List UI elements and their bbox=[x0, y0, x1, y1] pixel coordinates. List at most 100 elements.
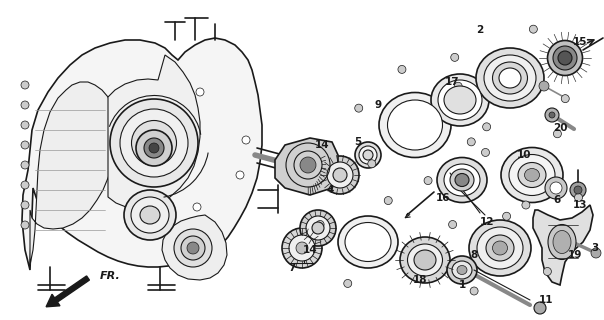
Text: 2: 2 bbox=[477, 25, 484, 35]
FancyArrow shape bbox=[46, 276, 89, 307]
Text: 10: 10 bbox=[517, 150, 532, 160]
Circle shape bbox=[549, 112, 555, 118]
Text: 11: 11 bbox=[539, 295, 553, 305]
Circle shape bbox=[316, 220, 324, 228]
Ellipse shape bbox=[492, 241, 507, 255]
Circle shape bbox=[289, 235, 315, 261]
Circle shape bbox=[570, 182, 586, 198]
Circle shape bbox=[384, 196, 392, 204]
Ellipse shape bbox=[345, 222, 391, 261]
Ellipse shape bbox=[338, 216, 398, 268]
Ellipse shape bbox=[400, 237, 450, 283]
Circle shape bbox=[236, 171, 244, 179]
Circle shape bbox=[545, 108, 559, 122]
Ellipse shape bbox=[321, 156, 359, 194]
Circle shape bbox=[21, 81, 29, 89]
Text: 14: 14 bbox=[303, 245, 317, 255]
Circle shape bbox=[503, 212, 510, 220]
Circle shape bbox=[242, 136, 250, 144]
Circle shape bbox=[21, 161, 29, 169]
Circle shape bbox=[483, 123, 490, 131]
Circle shape bbox=[344, 279, 352, 287]
Circle shape bbox=[544, 268, 551, 276]
Ellipse shape bbox=[306, 216, 330, 240]
Circle shape bbox=[574, 186, 582, 194]
Circle shape bbox=[553, 130, 561, 138]
Text: 7: 7 bbox=[288, 263, 296, 273]
Ellipse shape bbox=[457, 266, 467, 275]
Circle shape bbox=[412, 256, 420, 264]
Text: 20: 20 bbox=[553, 123, 567, 133]
Ellipse shape bbox=[524, 169, 539, 181]
Ellipse shape bbox=[300, 210, 336, 246]
Ellipse shape bbox=[455, 173, 469, 187]
Ellipse shape bbox=[484, 55, 536, 101]
Circle shape bbox=[21, 181, 29, 189]
Ellipse shape bbox=[120, 109, 188, 177]
Text: 5: 5 bbox=[355, 137, 362, 147]
Ellipse shape bbox=[444, 164, 480, 196]
Ellipse shape bbox=[450, 169, 474, 191]
Text: 18: 18 bbox=[413, 275, 427, 285]
Ellipse shape bbox=[469, 220, 531, 276]
Ellipse shape bbox=[477, 227, 523, 269]
Ellipse shape bbox=[553, 46, 577, 70]
Circle shape bbox=[296, 242, 308, 254]
Ellipse shape bbox=[476, 48, 544, 108]
Ellipse shape bbox=[181, 236, 205, 260]
Text: 8: 8 bbox=[471, 250, 478, 260]
Text: 1: 1 bbox=[458, 280, 466, 290]
Ellipse shape bbox=[486, 235, 514, 261]
Circle shape bbox=[591, 248, 601, 258]
Ellipse shape bbox=[408, 244, 443, 276]
Circle shape bbox=[481, 148, 489, 156]
Ellipse shape bbox=[333, 168, 347, 182]
Text: 17: 17 bbox=[445, 77, 459, 87]
Circle shape bbox=[21, 101, 29, 109]
Ellipse shape bbox=[492, 62, 527, 94]
Ellipse shape bbox=[518, 163, 546, 188]
Ellipse shape bbox=[431, 74, 489, 126]
Circle shape bbox=[282, 228, 322, 268]
Polygon shape bbox=[22, 38, 262, 270]
Ellipse shape bbox=[312, 222, 324, 234]
Circle shape bbox=[454, 82, 462, 90]
Circle shape bbox=[539, 81, 549, 91]
Ellipse shape bbox=[187, 242, 199, 254]
Polygon shape bbox=[533, 205, 593, 285]
Polygon shape bbox=[275, 138, 338, 195]
Polygon shape bbox=[162, 215, 227, 280]
Text: 6: 6 bbox=[553, 195, 561, 205]
Circle shape bbox=[561, 95, 569, 103]
Circle shape bbox=[149, 143, 159, 153]
Circle shape bbox=[21, 121, 29, 129]
Ellipse shape bbox=[438, 80, 482, 120]
Ellipse shape bbox=[327, 162, 353, 188]
Ellipse shape bbox=[499, 68, 521, 88]
Ellipse shape bbox=[294, 151, 322, 179]
Ellipse shape bbox=[414, 250, 436, 270]
Circle shape bbox=[470, 287, 478, 295]
Circle shape bbox=[355, 104, 363, 112]
Ellipse shape bbox=[131, 197, 169, 233]
Circle shape bbox=[545, 177, 567, 199]
Ellipse shape bbox=[452, 261, 472, 279]
Text: 3: 3 bbox=[591, 243, 599, 253]
Circle shape bbox=[550, 182, 562, 194]
Ellipse shape bbox=[558, 51, 572, 65]
Circle shape bbox=[136, 130, 172, 166]
Circle shape bbox=[144, 138, 164, 158]
Circle shape bbox=[300, 157, 316, 173]
Ellipse shape bbox=[509, 155, 555, 196]
Ellipse shape bbox=[388, 100, 443, 150]
Circle shape bbox=[467, 138, 475, 146]
Ellipse shape bbox=[132, 121, 176, 165]
Circle shape bbox=[449, 220, 457, 228]
Circle shape bbox=[574, 194, 582, 202]
Ellipse shape bbox=[447, 256, 477, 284]
Text: 14: 14 bbox=[315, 140, 329, 150]
Ellipse shape bbox=[359, 146, 377, 164]
Text: FR.: FR. bbox=[100, 271, 121, 281]
Polygon shape bbox=[108, 55, 200, 208]
Circle shape bbox=[534, 302, 546, 314]
